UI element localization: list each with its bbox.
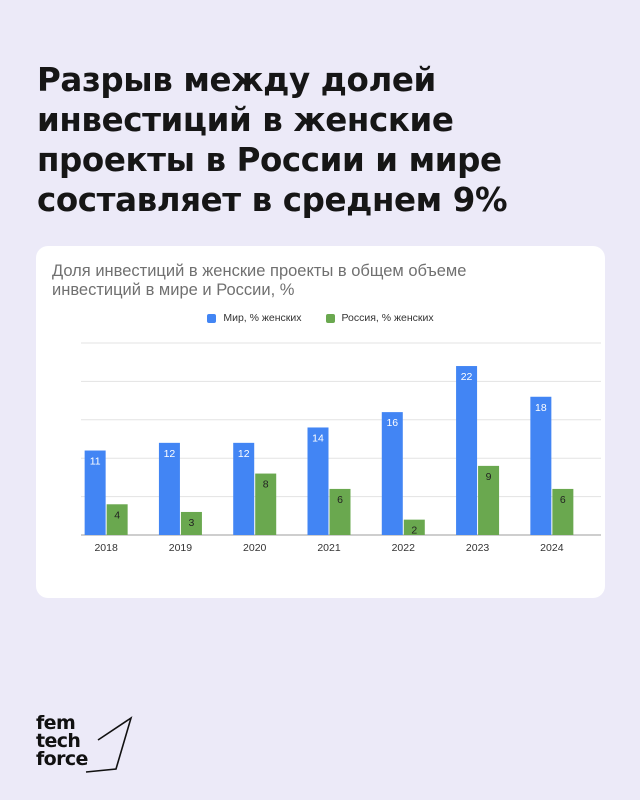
data-label: 18	[535, 402, 547, 414]
chart-title: Доля инвестиций в женские проекты в обще…	[52, 262, 592, 300]
x-tick-label: 2022	[392, 542, 416, 554]
legend-item-russia: Россия, % женских	[325, 312, 434, 324]
bar-russia	[478, 465, 500, 535]
chart-card: Доля инвестиций в женские проекты в обще…	[36, 246, 605, 598]
legend-swatch-russia	[325, 313, 335, 323]
bar-world	[456, 366, 478, 535]
headline: Разрыв между долей инвестиций в женские …	[37, 60, 597, 220]
data-label: 8	[263, 479, 269, 491]
headline-line: составляет в среднем 9%	[37, 181, 508, 219]
bar-world	[233, 442, 255, 535]
data-label: 6	[560, 494, 566, 506]
x-tick-label: 2021	[317, 542, 341, 554]
bar-russia	[552, 488, 574, 535]
data-label: 14	[312, 432, 324, 444]
legend-label-world: Мир, % женских	[223, 312, 302, 324]
headline-line: Разрыв между долей	[37, 61, 436, 99]
data-label: 12	[238, 448, 250, 460]
chart-title-line: Доля инвестиций в женские проекты в обще…	[52, 262, 467, 280]
bar-world	[530, 396, 552, 535]
data-label: 16	[386, 417, 398, 429]
headline-line: проекты в России и мире	[37, 141, 502, 179]
brand-logo: fem tech force	[36, 714, 146, 774]
bar-chart: 11 4 2018 12 3 2019 12 8 2020 14 6 2021 16 2 2022 22 9 20…	[81, 342, 601, 554]
x-tick-label: 2020	[243, 542, 267, 554]
logo-line-tech: tech	[36, 730, 81, 752]
data-label: 11	[90, 456, 101, 468]
bar-world	[307, 427, 329, 535]
bar-russia	[329, 488, 351, 535]
chart-legend: Мир, % женских Россия, % женских	[36, 312, 605, 324]
headline-line: инвестиций в женские	[37, 101, 454, 139]
data-label: 2	[411, 525, 417, 537]
bar-russia	[403, 519, 425, 535]
x-tick-label: 2019	[169, 542, 193, 554]
legend-item-world: Мир, % женских	[207, 312, 302, 324]
logo-line-fem: fem	[36, 712, 76, 734]
logo-text: fem tech force	[36, 712, 146, 770]
logo-outline-icon	[85, 716, 133, 773]
data-label: 22	[461, 371, 473, 383]
bar-russia	[106, 504, 128, 535]
chart-title-line: инвестиций в мире и России, %	[52, 281, 295, 299]
legend-label-russia: Россия, % женских	[341, 312, 434, 324]
data-label: 4	[114, 509, 120, 521]
legend-swatch-world	[207, 313, 217, 323]
bar-russia	[180, 511, 202, 535]
data-label: 12	[164, 448, 176, 460]
bar-russia	[255, 473, 277, 535]
bar-world	[158, 442, 180, 535]
x-tick-label: 2024	[540, 542, 564, 554]
data-label: 3	[189, 517, 195, 529]
bar-world	[84, 450, 106, 535]
x-tick-label: 2018	[94, 542, 118, 554]
data-label: 9	[486, 471, 492, 483]
x-tick-label: 2023	[466, 542, 490, 554]
logo-line-force: force	[36, 748, 88, 770]
bar-world	[381, 412, 403, 535]
data-label: 6	[337, 494, 343, 506]
